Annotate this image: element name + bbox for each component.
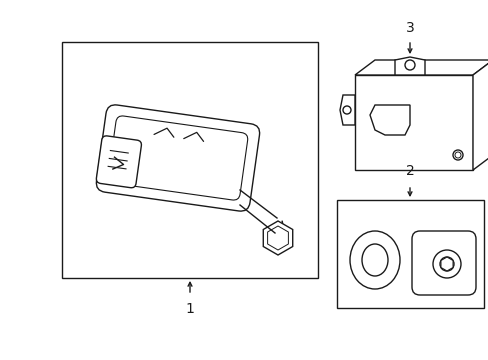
- Polygon shape: [440, 257, 452, 271]
- Circle shape: [452, 150, 462, 160]
- Polygon shape: [339, 95, 354, 125]
- Polygon shape: [354, 75, 472, 170]
- Polygon shape: [472, 60, 488, 170]
- FancyBboxPatch shape: [411, 231, 475, 295]
- Ellipse shape: [349, 231, 399, 289]
- Circle shape: [432, 250, 460, 278]
- Bar: [62, 42, 317, 278]
- Circle shape: [342, 106, 350, 114]
- Polygon shape: [369, 105, 409, 135]
- Ellipse shape: [361, 244, 387, 276]
- Circle shape: [454, 152, 460, 158]
- Text: 2: 2: [405, 164, 413, 178]
- Polygon shape: [263, 221, 292, 255]
- Polygon shape: [394, 57, 424, 75]
- Circle shape: [439, 257, 453, 271]
- Text: 1: 1: [185, 302, 194, 316]
- FancyBboxPatch shape: [96, 105, 259, 211]
- Text: 3: 3: [405, 21, 413, 35]
- Polygon shape: [354, 60, 488, 75]
- FancyBboxPatch shape: [96, 136, 141, 188]
- Circle shape: [404, 60, 414, 70]
- Bar: [336, 200, 483, 308]
